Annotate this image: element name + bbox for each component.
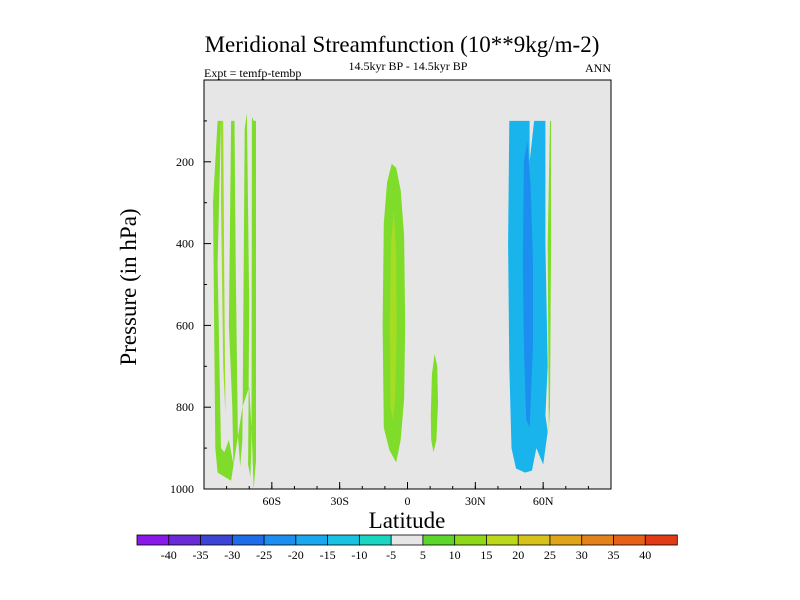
colorbar-box [581, 534, 615, 546]
contour-region-8 [547, 120, 552, 432]
y-tick-label: 1000 [170, 482, 194, 496]
colorbar-box [295, 534, 329, 546]
contour-region-7 [522, 141, 533, 428]
colorbar-label: -5 [386, 548, 396, 562]
colorbar-label: 20 [512, 548, 524, 562]
contour-region-2 [221, 120, 226, 416]
x-axis-label: Latitude [369, 508, 446, 533]
y-tick-label: 400 [176, 237, 194, 251]
colorbar-box [136, 534, 170, 546]
colorbar-box [549, 534, 583, 546]
colorbar-box [486, 534, 519, 546]
colorbar-label: 40 [639, 548, 651, 562]
contour-regions [213, 112, 552, 489]
x-tick-label: 60N [533, 494, 554, 508]
colorbar-label: 10 [449, 548, 461, 562]
chart-title: Meridional Streamfunction (10**9kg/m-2) [205, 32, 600, 57]
colorbar-box [422, 534, 456, 546]
colorbar-box [327, 534, 361, 546]
chart-subtitle-left: Expt = temfp-tembp [204, 66, 301, 80]
colorbar-label: -40 [161, 548, 177, 562]
colorbar-label: -25 [256, 548, 272, 562]
x-tick-label: 30N [465, 494, 486, 508]
colorbar-box [358, 534, 392, 546]
colorbar-box [390, 534, 424, 546]
colorbar-box [200, 534, 233, 546]
contour-region-4 [389, 210, 397, 420]
colorbar-box [517, 534, 551, 546]
y-tick-label: 600 [176, 318, 194, 332]
colorbar-label: 15 [480, 548, 492, 562]
y-axis-label: Pressure (in hPa) [116, 208, 141, 365]
colorbar-label: -10 [351, 548, 367, 562]
x-tick-label: 0 [405, 494, 411, 508]
colorbar-label: 25 [544, 548, 556, 562]
colorbar-label: -15 [320, 548, 336, 562]
plot-area: 60S 30S 0 30N 60N 200 400 600 800 1000 [170, 79, 612, 508]
colorbar-box [263, 534, 297, 546]
contour-region-5 [430, 354, 438, 453]
colorbar-box [613, 534, 646, 546]
x-axis: 60S 30S 0 30N 60N [226, 482, 589, 508]
colorbar: -40 -35 -30 -25 -20 -15 -10 -5 5 10 15 20 25 30 35 40 [136, 534, 678, 562]
colorbar-label: -20 [288, 548, 304, 562]
colorbar-label: 30 [576, 548, 588, 562]
colorbar-label: 35 [608, 548, 620, 562]
colorbar-box [231, 534, 265, 546]
colorbar-label: -30 [224, 548, 240, 562]
y-axis: 200 400 600 800 1000 [170, 120, 211, 496]
contour-region-1 [213, 112, 256, 489]
colorbar-box [644, 534, 678, 546]
y-tick-label: 200 [176, 155, 194, 169]
colorbar-box [454, 534, 488, 546]
colorbar-box [168, 534, 202, 546]
chart-subtitle-center: 14.5kyr BP - 14.5kyr BP [349, 59, 468, 73]
y-tick-label: 800 [176, 400, 194, 414]
x-tick-label: 60S [262, 494, 281, 508]
colorbar-label: -35 [193, 548, 209, 562]
colorbar-label: 5 [420, 548, 426, 562]
x-tick-label: 30S [330, 494, 349, 508]
chart-subtitle-right: ANN [585, 61, 611, 75]
